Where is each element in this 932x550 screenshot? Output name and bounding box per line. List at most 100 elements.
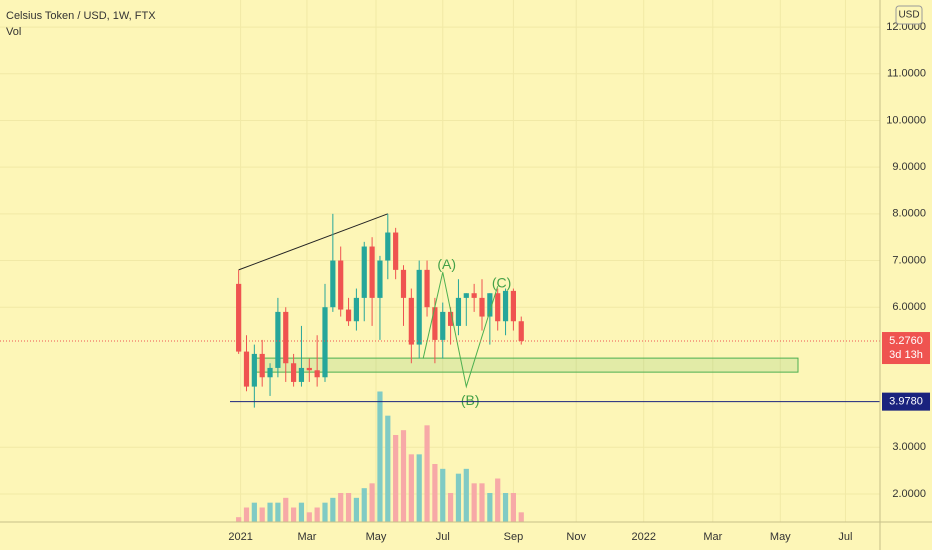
volume-bar	[510, 493, 516, 522]
candle-body	[385, 232, 391, 261]
trend-line	[238, 213, 388, 271]
candle-body	[236, 283, 242, 352]
volume-bar	[385, 415, 391, 522]
candle-body	[432, 307, 438, 340]
candle-body	[510, 290, 516, 322]
volume-bar	[290, 507, 297, 522]
candle-body	[424, 269, 430, 308]
x-tick-label: Mar	[703, 531, 722, 543]
candle-body	[369, 246, 375, 298]
y-tick-label: 7.0000	[892, 254, 926, 266]
x-tick-label: 2022	[631, 531, 655, 543]
candle-body	[338, 260, 344, 310]
currency-box[interactable]	[895, 5, 923, 25]
volume-bar	[283, 497, 289, 522]
volume-bar	[236, 517, 242, 522]
candle-body	[361, 246, 367, 298]
grid	[0, 0, 880, 522]
x-tick-label: May	[770, 531, 791, 543]
volume-bar	[393, 435, 399, 522]
candle-body	[345, 309, 352, 322]
candle-body	[455, 297, 462, 326]
candle-body	[267, 367, 273, 378]
wave-label: (A)	[437, 256, 456, 272]
candle-body	[259, 353, 265, 378]
candle-body	[471, 293, 477, 298]
volume-bar	[353, 497, 359, 522]
volume-bar	[455, 473, 462, 522]
x-tick-label: May	[366, 531, 387, 543]
horizontal-line-label: 3.9780	[889, 396, 923, 408]
x-tick-label: 2021	[228, 531, 252, 543]
volume-bar	[463, 468, 469, 522]
zone	[253, 357, 799, 373]
volume-bar	[338, 493, 344, 522]
candle-body	[283, 311, 289, 364]
candle-body	[314, 370, 320, 378]
volume-bar	[259, 507, 265, 522]
volume-bar	[440, 468, 446, 522]
currency[interactable]: USD	[898, 10, 919, 21]
x-tick-label: Sep	[504, 531, 524, 543]
volume-label: Vol	[6, 26, 21, 38]
y-tick-label: 6.0000	[892, 301, 926, 313]
volume-bar	[314, 507, 320, 522]
candle-body	[400, 269, 407, 298]
volume-bar	[330, 497, 336, 522]
candle-body	[408, 297, 414, 345]
chart-title: Celsius Token / USD, 1W, FTX	[6, 10, 156, 22]
candle-body	[306, 367, 312, 371]
candle-body	[298, 367, 305, 382]
volume-bar	[322, 502, 328, 522]
candle-body	[518, 321, 524, 342]
volume-bar	[447, 493, 454, 522]
candle-body	[377, 260, 383, 298]
volume-bar	[487, 493, 493, 522]
candle-body	[463, 293, 469, 298]
candle-body	[487, 293, 493, 317]
volume-bar	[424, 425, 430, 522]
volume-bar	[298, 502, 305, 522]
y-tick-label: 11.0000	[887, 68, 926, 80]
x-tick-label: Mar	[297, 531, 316, 543]
y-tick-label: 9.0000	[892, 161, 926, 173]
volume-bar	[471, 483, 477, 522]
wave-line	[422, 272, 499, 389]
candle-body	[251, 353, 257, 387]
volume-bar	[267, 502, 273, 522]
candle-body	[393, 232, 399, 270]
candle-body	[330, 260, 336, 308]
last-price-box	[882, 332, 930, 365]
candle-body	[322, 307, 328, 378]
wave-label: (B)	[461, 392, 480, 408]
horizontal-line-box	[882, 392, 930, 411]
volume-bar	[361, 488, 367, 522]
candle-body	[243, 351, 250, 387]
volume-bar	[518, 512, 524, 522]
x-tick-label: Nov	[566, 531, 586, 543]
volume-bar	[432, 464, 438, 522]
countdown: 3d 13h	[889, 349, 923, 361]
candle-body	[290, 363, 297, 382]
volume-bar	[345, 493, 352, 522]
candle-body	[502, 290, 509, 322]
y-tick-label: 2.0000	[892, 488, 926, 500]
candle-body	[447, 311, 454, 326]
volume-bar	[502, 493, 509, 522]
volume-bar	[377, 391, 383, 522]
candle-body	[440, 311, 446, 340]
candle-body	[479, 297, 485, 317]
axes: 2.0000 3.0000 6.0000 7.0000 8.0000 9.0000 10.0…	[228, 21, 930, 543]
candle-body	[495, 293, 501, 322]
candle-body	[275, 311, 281, 368]
last-price-label: 5.2760	[889, 335, 923, 347]
x-tick-label: Jul	[436, 531, 450, 543]
volume-bar	[275, 502, 281, 522]
wave-label: (C)	[492, 275, 511, 291]
x-tick-label: Jul	[838, 531, 852, 543]
volume-bar	[251, 502, 257, 522]
volume-bar	[243, 507, 250, 522]
volume-bar	[408, 454, 414, 522]
